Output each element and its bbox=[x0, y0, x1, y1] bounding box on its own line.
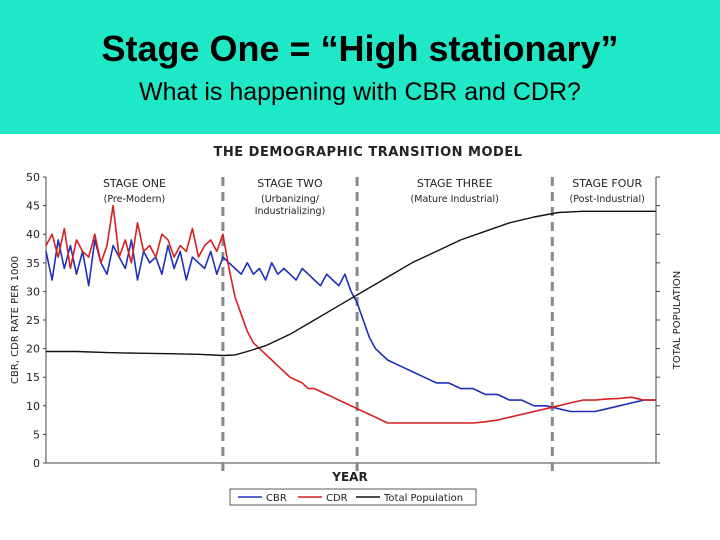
y2-axis-label: TOTAL POPULATION bbox=[672, 271, 683, 370]
legend-label: CBR bbox=[266, 493, 287, 504]
y-tick-label: 30 bbox=[26, 285, 40, 298]
y-tick-label: 20 bbox=[26, 343, 40, 356]
slide-subtitle: What is happening with CBR and CDR? bbox=[139, 78, 581, 106]
legend-label: CDR bbox=[326, 493, 348, 504]
stage-description: Industrializing) bbox=[255, 206, 326, 217]
y-tick-label: 45 bbox=[26, 200, 40, 213]
y-tick-label: 0 bbox=[33, 457, 40, 470]
series-line-cdr bbox=[45, 204, 656, 424]
stage-description: (Pre-Modern) bbox=[104, 194, 166, 205]
series-line-cbr bbox=[45, 239, 656, 413]
chart-title: THE DEMOGRAPHIC TRANSITION MODEL bbox=[214, 145, 523, 160]
y-tick-label: 15 bbox=[26, 371, 40, 384]
legend-box bbox=[229, 488, 477, 506]
y-tick-label: 5 bbox=[33, 428, 40, 441]
x-axis-label: YEAR bbox=[331, 470, 367, 484]
stage-name: STAGE TWO bbox=[257, 177, 323, 190]
stage-description: (Mature Industrial) bbox=[411, 194, 499, 205]
legend-label: Total Population bbox=[383, 493, 463, 504]
y-tick-label: 50 bbox=[26, 171, 40, 184]
slide-header: Stage One = “High stationary” What is ha… bbox=[0, 0, 720, 134]
stage-name: STAGE ONE bbox=[103, 177, 166, 190]
stage-dividers bbox=[221, 177, 554, 471]
slide-title: Stage One = “High stationary” bbox=[101, 28, 619, 69]
y-axis-label: CBR, CDR RATE PER 1000 bbox=[10, 256, 21, 384]
y-tick-label: 40 bbox=[26, 228, 40, 241]
stage-description: (Urbanizing/ bbox=[261, 194, 320, 205]
y-tick-label: 10 bbox=[26, 400, 40, 413]
stage-name: STAGE THREE bbox=[417, 177, 493, 190]
y-tick-label: 35 bbox=[26, 257, 40, 270]
series-line-total-population bbox=[46, 210, 656, 357]
y-tick-labels: 0 5 10 15 20 25 30 35 40 45 50 bbox=[26, 171, 660, 470]
y-tick-label: 25 bbox=[26, 314, 40, 327]
demographic-transition-chart: THE DEMOGRAPHIC TRANSITION MODEL 0 5 10 15 2… bbox=[10, 145, 683, 506]
stage-description: (Post-Industrial) bbox=[570, 194, 645, 205]
stage-labels: STAGE ONE (Pre-Modern) STAGE TWO (Urbanizin… bbox=[103, 177, 645, 217]
series-lines bbox=[45, 204, 656, 424]
stage-name: STAGE FOUR bbox=[572, 177, 642, 190]
legend: CBR CDR Total Population bbox=[229, 488, 477, 506]
